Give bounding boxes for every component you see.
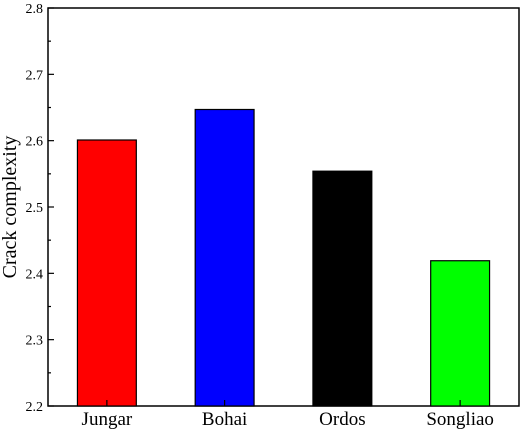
y-tick-label: 2.5: [26, 201, 44, 216]
x-tick-label: Bohai: [202, 409, 247, 430]
bars: [76, 108, 491, 407]
x-axis-ticks: Jungar Bohai Ordos Songliao: [82, 400, 494, 430]
bar-ordos: [312, 170, 373, 407]
y-tick-label: 2.8: [26, 2, 44, 17]
x-tick-label: Songliao: [426, 409, 494, 430]
y-tick-label: 2.4: [26, 267, 44, 282]
x-tick-label: Ordos: [319, 409, 365, 430]
bar-songliao: [430, 260, 491, 407]
y-tick-label: 2.7: [26, 68, 44, 83]
bar-bohai: [194, 108, 255, 407]
bar-jungar: [76, 139, 137, 407]
y-tick-label: 2.6: [26, 135, 44, 150]
x-tick-label: Jungar: [82, 409, 133, 430]
y-tick-label: 2.2: [26, 400, 44, 415]
y-axis-ticks: 2.2 2.3 2.4 2.5 2.6 2.7 2.8: [26, 2, 54, 415]
y-tick-label: 2.3: [26, 334, 44, 349]
y-axis-title: Crack complexity: [0, 136, 21, 279]
